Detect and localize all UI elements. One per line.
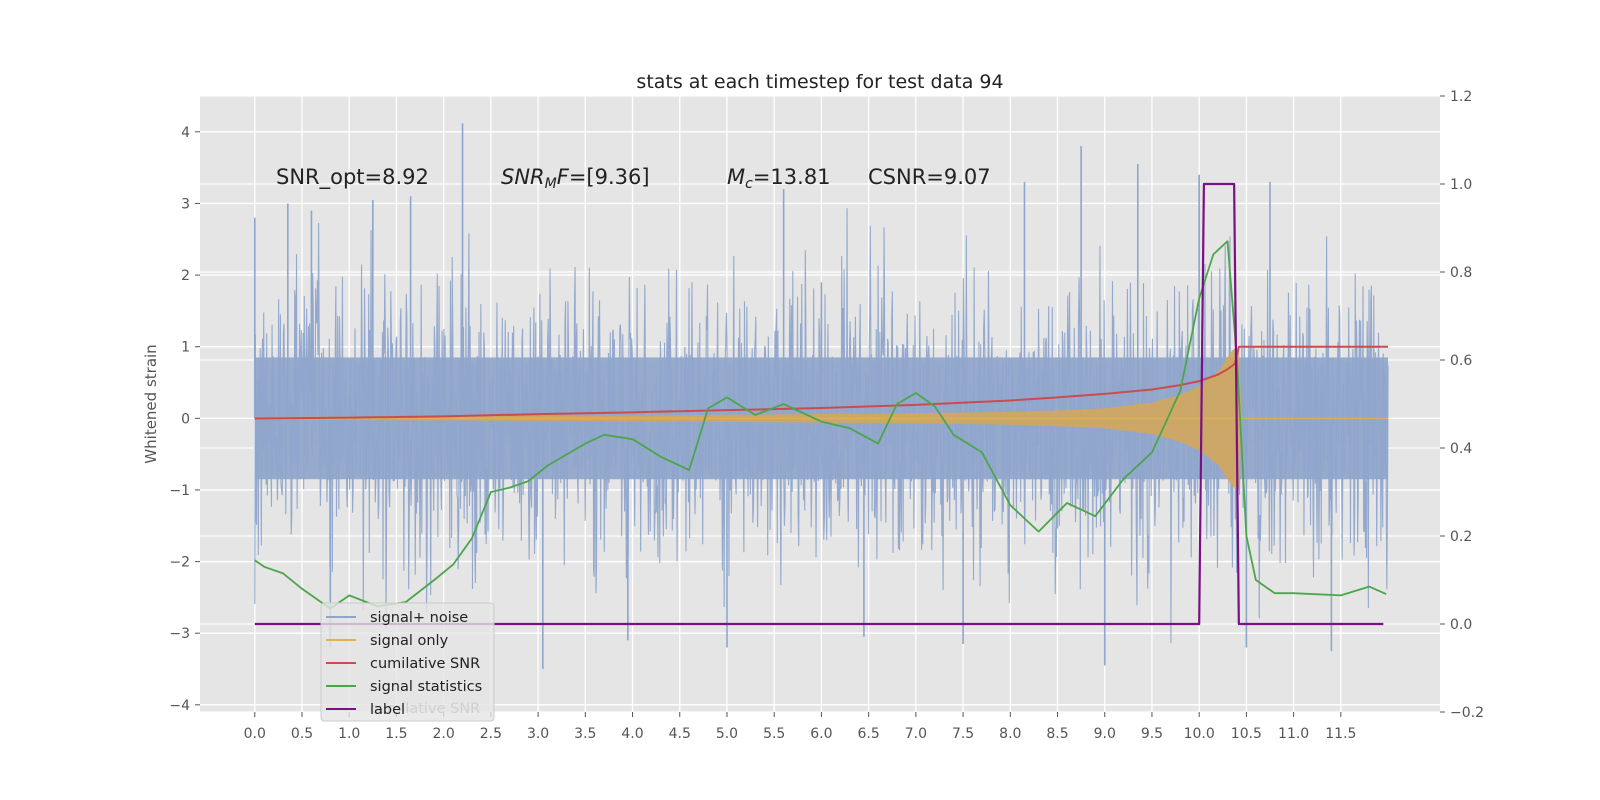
y-tick-label: 2 bbox=[181, 268, 190, 284]
y-tick-label: −2 bbox=[169, 555, 190, 571]
x-tick-label: 10.0 bbox=[1184, 726, 1215, 742]
x-tick-label: 8.5 bbox=[1046, 726, 1068, 742]
y-axis-right: 1.2 1.0 0.8 0.6 0.4 0.2 0.0 −0.2 bbox=[1440, 89, 1484, 721]
legend-entries: signal+ noise signal only cumilative SNR si… bbox=[326, 610, 482, 718]
x-tick-label: 6.0 bbox=[810, 726, 832, 742]
series-label bbox=[254, 182, 1384, 626]
annotation-mc-sub: c bbox=[745, 176, 753, 192]
y2-tick-label: 0.8 bbox=[1450, 265, 1472, 281]
y-tick-label: −4 bbox=[169, 698, 190, 714]
x-axis: 0.0 0.5 1.0 1.5 2.0 2.5 3.0 3.5 4.0 4.5 5.0 5.5 6.0 6… bbox=[244, 712, 1356, 742]
annotation-snr-opt: SNR_opt=8.92 bbox=[276, 165, 429, 190]
x-tick-label: 0.0 bbox=[244, 726, 266, 742]
y-axis-left: 4 3 2 1 0 −1 −2 −3 −4 bbox=[169, 125, 200, 714]
annotation-mc-main: M bbox=[727, 165, 745, 189]
annotation-mc-value: =13.81 bbox=[753, 165, 831, 189]
snr-line bbox=[254, 345, 1389, 420]
y2-tick-label: 0.4 bbox=[1450, 441, 1472, 457]
x-tick-label: 11.5 bbox=[1325, 726, 1356, 742]
y2-tick-label: −0.2 bbox=[1450, 705, 1484, 721]
x-tick-label: 0.5 bbox=[291, 726, 313, 742]
annotation-snr-mf: SNRMF=[9.36] bbox=[501, 165, 650, 192]
x-tick-label: 2.0 bbox=[433, 726, 455, 742]
x-tick-label: 6.5 bbox=[858, 726, 880, 742]
legend: cumilative SNR signal+ noise signal only c… bbox=[320, 602, 495, 722]
x-tick-label: 7.5 bbox=[952, 726, 974, 742]
series-signal-statistics bbox=[254, 240, 1387, 610]
y-tick-label: 3 bbox=[181, 196, 190, 212]
x-tick-label: 10.5 bbox=[1231, 726, 1262, 742]
x-tick-label: 1.0 bbox=[338, 726, 360, 742]
y2-tick-label: 1.2 bbox=[1450, 89, 1472, 105]
x-tick-label: 5.0 bbox=[716, 726, 738, 742]
x-tick-label: 2.5 bbox=[480, 726, 502, 742]
plot-content bbox=[253, 123, 1389, 670]
y-tick-label: 4 bbox=[181, 125, 190, 141]
legend-label: signal only bbox=[370, 633, 449, 649]
y2-tick-label: 0.0 bbox=[1450, 617, 1472, 633]
x-tick-label: 4.0 bbox=[621, 726, 643, 742]
annotation-csnr: CSNR=9.07 bbox=[868, 165, 991, 189]
y-tick-label: 1 bbox=[181, 340, 190, 356]
y-tick-label: −3 bbox=[169, 626, 190, 642]
x-tick-label: 11.0 bbox=[1278, 726, 1309, 742]
y2-tick-label: 0.2 bbox=[1450, 529, 1472, 545]
x-tick-label: 3.0 bbox=[527, 726, 549, 742]
legend-label: cumilative SNR bbox=[370, 656, 480, 672]
annotation-mc: Mc=13.81 bbox=[727, 165, 831, 192]
series-cumilative-snr bbox=[254, 345, 1389, 420]
x-tick-label: 5.5 bbox=[763, 726, 785, 742]
series-signal-only bbox=[254, 346, 1389, 490]
x-tick-label: 4.5 bbox=[669, 726, 691, 742]
legend-label: signal+ noise bbox=[370, 610, 468, 626]
annotations: SNR_opt=8.92 SNRMF=[9.36] Mc=13.81 CSNR=… bbox=[276, 165, 991, 192]
annotation-snr-mf-sub: M bbox=[545, 176, 557, 192]
annotation-snr-mf-main: SNR bbox=[501, 165, 545, 189]
legend-ghost-text: cumilative SNR bbox=[370, 701, 480, 717]
legend-label: signal statistics bbox=[370, 679, 482, 695]
stat-line bbox=[254, 240, 1387, 610]
chart-title: stats at each timestep for test data 94 bbox=[636, 71, 1003, 93]
x-tick-label: 9.5 bbox=[1141, 726, 1163, 742]
label-line bbox=[254, 182, 1384, 626]
annotation-snr-mf-value: =[9.36] bbox=[569, 165, 650, 189]
y-tick-label: −1 bbox=[169, 483, 190, 499]
legend-label: label bbox=[370, 702, 405, 718]
x-tick-label: 3.5 bbox=[574, 726, 596, 742]
x-tick-label: 7.0 bbox=[905, 726, 927, 742]
legend-box bbox=[320, 602, 495, 722]
y-tick-label: 0 bbox=[181, 411, 190, 427]
y2-tick-label: 0.6 bbox=[1450, 353, 1472, 369]
y-axis-label: Whitened strain bbox=[142, 344, 160, 463]
annotation-snr-mf-italic: F bbox=[557, 165, 570, 189]
y2-tick-label: 1.0 bbox=[1450, 177, 1472, 193]
x-tick-label: 1.5 bbox=[385, 726, 407, 742]
x-tick-label: 8.0 bbox=[999, 726, 1021, 742]
x-tick-label: 9.0 bbox=[1094, 726, 1116, 742]
